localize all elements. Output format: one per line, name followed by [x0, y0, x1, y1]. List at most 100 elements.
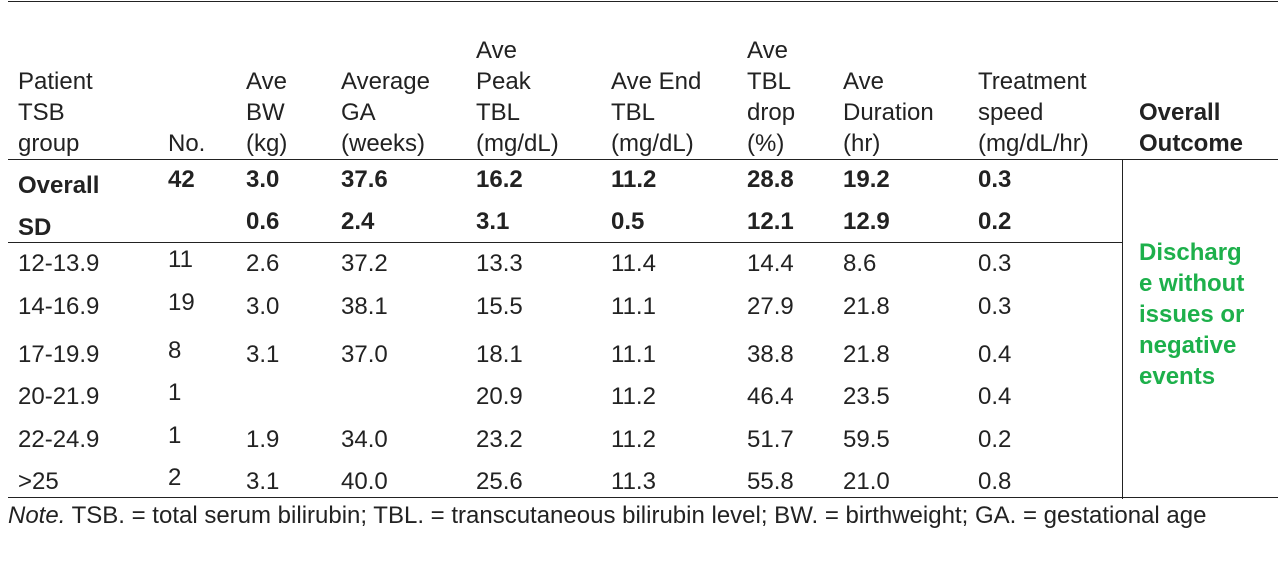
cell-avg-duration: 12.9 [843, 208, 890, 235]
cell-treatment-speed: 0.4 [978, 341, 1012, 368]
cell-treatment-speed: 0.3 [978, 293, 1012, 320]
header-line: (mg/dL) [476, 130, 559, 157]
header-line: Treatment [978, 68, 1087, 95]
cell-avg-birthweight: 3.0 [246, 293, 280, 320]
cell-avg-birthweight: 3.0 [246, 166, 280, 193]
cell-tsb-group: SD [18, 214, 52, 241]
note-lead: Note. [8, 502, 66, 529]
cell-avg-duration: 21.8 [843, 341, 890, 368]
cell-avg-tbl-drop: 55.8 [747, 468, 794, 495]
header-line: Ave [843, 68, 884, 95]
cell-avg-tbl-drop: 46.4 [747, 383, 794, 410]
cell-avg-tbl-drop: 28.8 [747, 166, 794, 193]
cell-avg-peak-tbl: 3.1 [476, 208, 510, 235]
header-line: (mg/dL) [611, 130, 694, 157]
cell-avg-birthweight: 3.1 [246, 341, 280, 368]
cell-avg-birthweight: 1.9 [246, 426, 280, 453]
cell-avg-end-tbl: 11.2 [611, 383, 656, 410]
header-line: (hr) [843, 130, 881, 157]
note-text: TSB. = total serum bilirubin; TBL. = tra… [65, 502, 1207, 529]
cell-tsb-group: Overall [18, 172, 100, 199]
cell-tsb-group: 14-16.9 [18, 293, 100, 320]
cell-avg-duration: 23.5 [843, 383, 890, 410]
cell-avg-tbl-drop: 12.1 [747, 208, 794, 235]
cell-avg-gestational-age: 37.0 [341, 341, 388, 368]
header-line: TSB [18, 99, 65, 126]
cell-tsb-group: 20-21.9 [18, 383, 100, 410]
cell-avg-gestational-age: 40.0 [341, 468, 388, 495]
header-line: group [18, 130, 80, 157]
outcome-header-line: Overall [1139, 99, 1221, 126]
header-avg-end-tbl: Ave End TBL (mg/dL) [611, 66, 701, 159]
header-line: Duration [843, 99, 934, 126]
header-line: drop [747, 99, 796, 126]
header-avg-duration: Ave Duration (hr) [843, 66, 934, 159]
header-line: (%) [747, 130, 785, 157]
header-line: Peak [476, 68, 531, 95]
cell-avg-end-tbl: 11.2 [611, 166, 657, 193]
outcome-column-divider [1122, 159, 1123, 499]
table-top-border [8, 1, 1278, 2]
header-avg-birthweight: Ave BW (kg) [246, 66, 287, 159]
header-divider [8, 159, 1278, 160]
outcome-line: negative [1139, 332, 1237, 359]
cell-treatment-speed: 0.4 [978, 383, 1012, 410]
cell-tsb-group: 22-24.9 [18, 426, 100, 453]
cell-avg-peak-tbl: 16.2 [476, 166, 523, 193]
cell-avg-peak-tbl: 18.1 [476, 341, 523, 368]
header-avg-peak-tbl: Ave Peak TBL (mg/dL) [476, 35, 559, 159]
cell-avg-birthweight: 2.6 [246, 250, 280, 277]
outcome-line: Discharg [1139, 239, 1242, 266]
cell-avg-end-tbl: 11.1 [611, 341, 656, 368]
cell-tsb-group: 12-13.9 [18, 250, 100, 277]
table-note: Note. TSB. = total serum bilirubin; TBL.… [8, 500, 1273, 531]
cell-avg-end-tbl: 11.4 [611, 250, 656, 277]
cell-avg-peak-tbl: 15.5 [476, 293, 523, 320]
cell-count: 1 [168, 379, 182, 406]
header-line: Average [341, 68, 430, 95]
summary-divider [8, 242, 1122, 243]
cell-treatment-speed: 0.3 [978, 250, 1012, 277]
cell-treatment-speed: 0.2 [978, 426, 1012, 453]
outcome-text: Discharg e without issues or negative ev… [1139, 237, 1269, 392]
cell-tsb-group: >25 [18, 468, 59, 495]
header-line: Patient [18, 68, 93, 95]
outcome-line: issues or [1139, 301, 1245, 328]
cell-avg-gestational-age: 37.2 [341, 250, 388, 277]
cell-avg-gestational-age: 34.0 [341, 426, 388, 453]
header-line: (kg) [246, 130, 288, 157]
header-avg-tbl-drop: Ave TBL drop (%) [747, 35, 795, 159]
cell-avg-peak-tbl: 20.9 [476, 383, 523, 410]
cell-count: 42 [168, 166, 195, 193]
header-line: TBL [476, 99, 521, 126]
outcome-line: events [1139, 363, 1216, 390]
cell-avg-end-tbl: 11.3 [611, 468, 656, 495]
cell-treatment-speed: 0.2 [978, 208, 1012, 235]
cell-avg-gestational-age: 37.6 [341, 166, 388, 193]
outcome-header-line: Outcome [1139, 130, 1244, 157]
header-line: TBL [611, 99, 656, 126]
cell-treatment-speed: 0.3 [978, 166, 1012, 193]
cell-avg-gestational-age: 38.1 [341, 293, 388, 320]
header-line: TBL [747, 68, 792, 95]
header-line: speed [978, 99, 1044, 126]
cell-avg-tbl-drop: 38.8 [747, 341, 794, 368]
header-line: GA [341, 99, 376, 126]
header-count: No. [168, 128, 205, 159]
header-line: No. [168, 130, 206, 157]
header-line: (weeks) [341, 130, 426, 157]
cell-avg-duration: 59.5 [843, 426, 890, 453]
cell-avg-peak-tbl: 23.2 [476, 426, 523, 453]
cell-count: 8 [168, 337, 182, 364]
outcome-line: e without [1139, 270, 1245, 297]
cell-avg-birthweight: 0.6 [246, 208, 280, 235]
cell-avg-peak-tbl: 13.3 [476, 250, 523, 277]
cell-tsb-group: 17-19.9 [18, 341, 100, 368]
cell-avg-end-tbl: 0.5 [611, 208, 645, 235]
cell-count: 11 [168, 246, 193, 273]
cell-avg-gestational-age: 2.4 [341, 208, 375, 235]
cell-avg-duration: 21.0 [843, 468, 890, 495]
header-avg-gestational-age: Average GA (weeks) [341, 66, 430, 159]
outcome-header: Overall Outcome [1139, 97, 1243, 159]
cell-avg-end-tbl: 11.2 [611, 426, 656, 453]
